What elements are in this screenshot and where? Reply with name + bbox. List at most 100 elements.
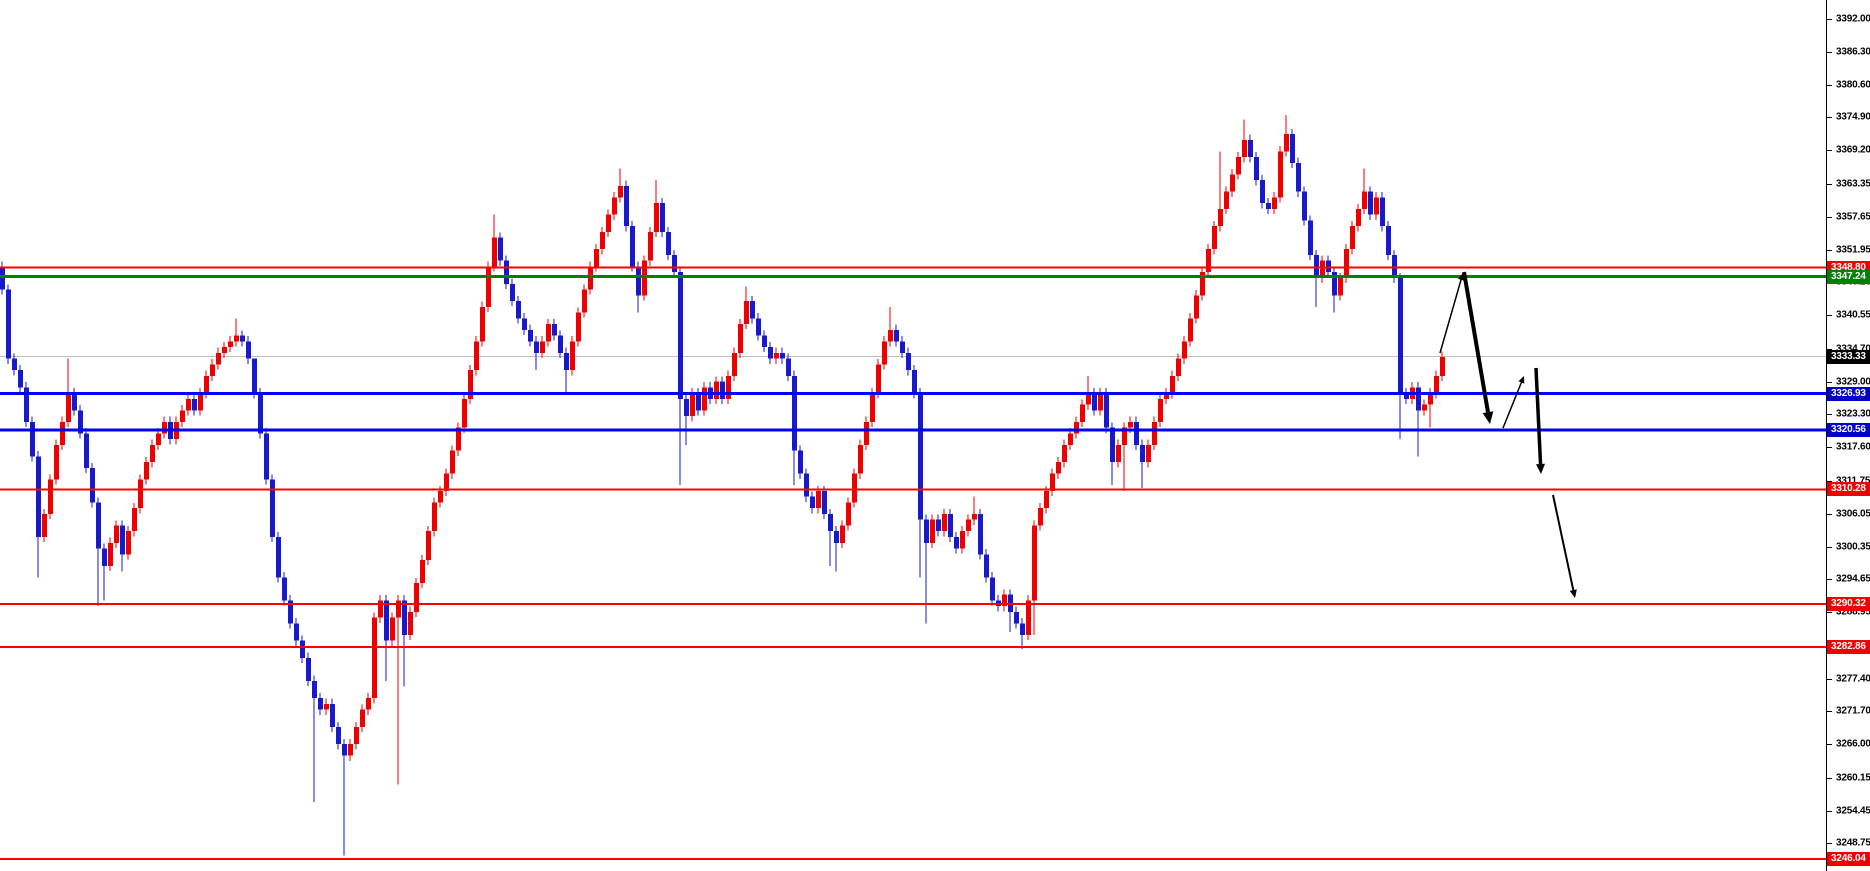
drawn-arrow-1[interactable] [1439, 279, 1462, 354]
candle-body [552, 324, 557, 336]
candle-body [1062, 444, 1067, 463]
axis-tick-mark [1827, 315, 1832, 317]
candle-body [714, 381, 719, 399]
candle-body [726, 375, 731, 399]
candle-body [48, 479, 53, 514]
candle-body [768, 347, 773, 359]
candle-body [1332, 272, 1337, 296]
candle-body [516, 301, 521, 319]
drawn-arrow-3[interactable] [1502, 382, 1523, 429]
candle-body [906, 352, 911, 371]
candle-body [654, 203, 659, 232]
candlestick-chart-canvas[interactable] [0, 0, 1826, 871]
candle-body [1302, 191, 1307, 221]
axis-tick-label: 3329.00 [1836, 376, 1870, 388]
candle-body [684, 398, 689, 417]
axis-tick-mark [1827, 348, 1832, 350]
candle-body [234, 335, 239, 342]
candle-body [396, 600, 401, 618]
candle-body [360, 709, 365, 727]
candle-body [834, 531, 839, 543]
candle-body [180, 410, 185, 422]
candle-body [126, 531, 131, 555]
candle-body [504, 260, 509, 284]
candle-body [558, 335, 563, 353]
axis-tick-label: 3340.55 [1836, 309, 1870, 321]
candle-body [882, 341, 887, 365]
candle-body [372, 617, 377, 699]
candle-body [342, 744, 347, 756]
candle-body [240, 335, 245, 342]
candle-body [984, 554, 989, 578]
candle-body [1140, 444, 1145, 463]
candle-body [1230, 174, 1235, 192]
candle-body [210, 364, 215, 376]
axis-tick-label: 3369.20 [1836, 144, 1870, 156]
candle-body [204, 375, 209, 394]
candle-body [678, 272, 683, 399]
candle-body [1344, 249, 1349, 279]
candle-body [312, 680, 317, 699]
candle-body [120, 525, 125, 555]
candle-body [462, 398, 467, 428]
candle-body [636, 266, 641, 296]
candle-body [330, 703, 335, 727]
axis-tick-label: 3334.70 [1836, 343, 1870, 354]
axis-tick-mark [1827, 711, 1832, 713]
axis-tick-mark [1827, 150, 1832, 152]
drawn-arrow-head [1518, 376, 1525, 384]
candle-body [414, 583, 419, 612]
candle-body [876, 364, 881, 394]
drawn-arrow-4[interactable] [1534, 367, 1543, 465]
candle-body [1122, 427, 1127, 445]
candle-body [954, 537, 959, 549]
candle-body [840, 525, 845, 543]
candle-body [1356, 208, 1361, 227]
axis-tick-mark [1827, 447, 1832, 449]
candle-body [1104, 393, 1109, 428]
candle-body [702, 387, 707, 411]
candle-body [1284, 134, 1289, 152]
axis-tick-mark [1827, 579, 1832, 581]
candle-body [408, 611, 413, 635]
candle-body [1362, 191, 1367, 209]
candle-body [150, 444, 155, 463]
candle-body [804, 473, 809, 497]
candle-body [900, 341, 905, 353]
candle-body [750, 301, 755, 319]
candle-body [756, 318, 761, 336]
level-price-badge: 3282.86 [1827, 640, 1870, 655]
candle-body [228, 341, 233, 348]
candle-body [1260, 180, 1265, 204]
candle-body [966, 519, 971, 532]
candle-body [534, 341, 539, 353]
axis-tick-label: 3260.15 [1836, 772, 1870, 784]
candle-body [594, 249, 599, 267]
level-price-badge: 3310.28 [1827, 482, 1870, 497]
candle-body [1116, 444, 1121, 463]
axis-tick-label: 3351.95 [1836, 244, 1870, 255]
candle-body [1296, 162, 1301, 192]
candle-body [1434, 375, 1439, 394]
candle-body [1014, 611, 1019, 624]
price-axis-panel[interactable]: 3392.00 3386.30 3380.60 3374.90 3369.20 3363.… [1826, 0, 1870, 871]
drawn-arrow-5[interactable] [1552, 494, 1575, 591]
drawn-arrow-2[interactable] [1462, 271, 1490, 413]
candle-body [1428, 393, 1433, 405]
candle-body [60, 421, 65, 445]
candle-body [318, 698, 323, 710]
candle-body [138, 479, 143, 509]
axis-tick-mark [1827, 51, 1832, 53]
level-price-badge: 3347.24 [1827, 269, 1870, 284]
axis-tick-mark [1827, 843, 1832, 845]
candle-body [1416, 387, 1421, 411]
level-price-badge: 3320.56 [1827, 423, 1870, 438]
candle-body [1026, 600, 1031, 635]
candle-body [1326, 260, 1331, 273]
candle-body [1098, 393, 1103, 411]
candle-body [294, 623, 299, 641]
candle-body [24, 387, 29, 422]
candle-body [648, 231, 653, 261]
candle-body [1404, 393, 1409, 399]
candle-body [1194, 295, 1199, 319]
